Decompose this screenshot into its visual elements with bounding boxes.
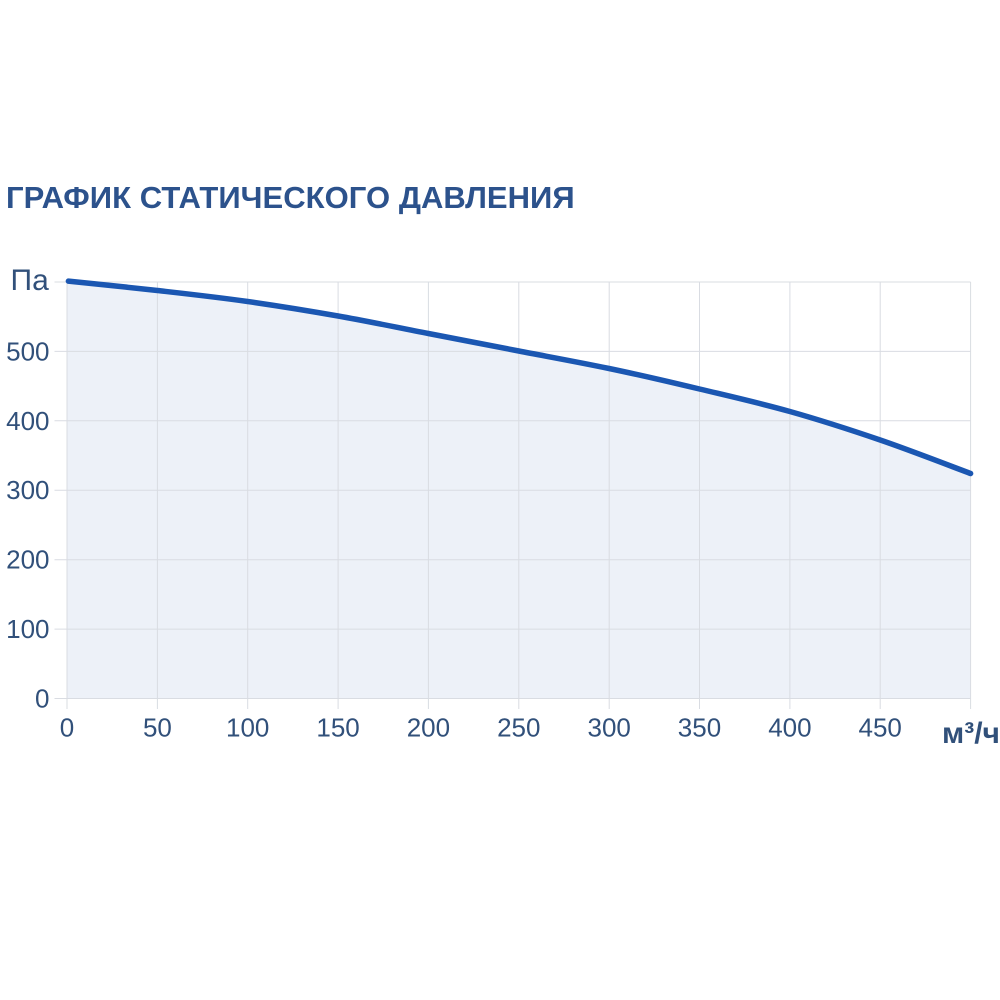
svg-text:м³/ч: м³/ч <box>942 717 1000 750</box>
svg-text:450: 450 <box>859 713 902 743</box>
svg-text:250: 250 <box>497 713 540 743</box>
svg-text:350: 350 <box>678 713 721 743</box>
svg-text:500: 500 <box>6 336 49 366</box>
svg-text:400: 400 <box>768 713 811 743</box>
svg-text:150: 150 <box>316 713 359 743</box>
svg-text:300: 300 <box>588 713 631 743</box>
svg-text:Па: Па <box>11 264 50 297</box>
svg-text:100: 100 <box>6 614 49 644</box>
svg-text:50: 50 <box>143 713 172 743</box>
svg-text:0: 0 <box>35 684 49 714</box>
svg-text:400: 400 <box>6 406 49 436</box>
svg-text:300: 300 <box>6 475 49 505</box>
svg-text:0: 0 <box>60 713 74 743</box>
svg-text:200: 200 <box>6 545 49 575</box>
svg-text:200: 200 <box>407 713 450 743</box>
svg-text:ГРАФИК СТАТИЧЕСКОГО ДАВЛЕНИЯ: ГРАФИК СТАТИЧЕСКОГО ДАВЛЕНИЯ <box>6 180 575 215</box>
svg-text:100: 100 <box>226 713 269 743</box>
